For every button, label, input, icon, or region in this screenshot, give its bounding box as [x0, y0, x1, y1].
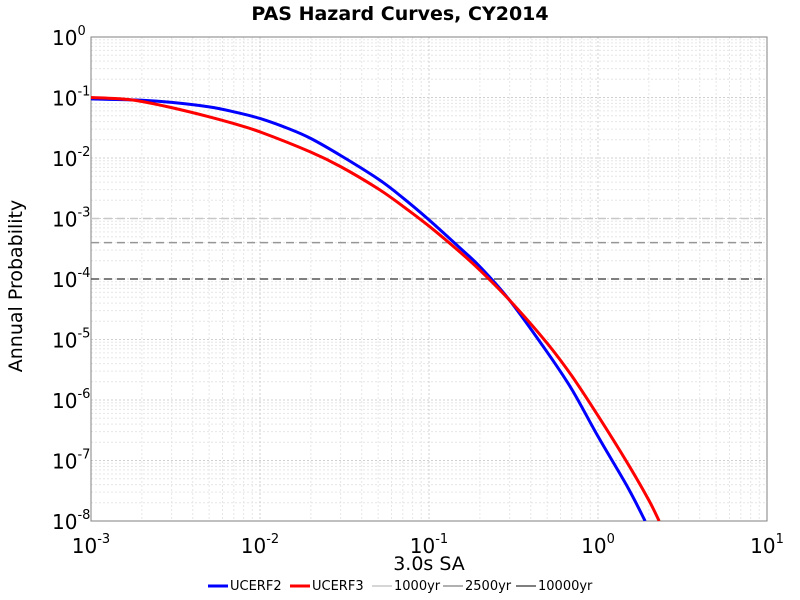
x-tick-label: 101 — [750, 532, 784, 558]
y-tick-label: 10-4 — [52, 266, 90, 292]
y-tick-label: 10-1 — [52, 85, 90, 111]
y-tick-label: 10-3 — [52, 206, 90, 232]
x-axis-label: 3.0s SA — [393, 553, 465, 575]
x-tick-labels: 10-3 10-2 10-1 100 101 — [72, 532, 784, 558]
y-tick-label: 10-7 — [52, 448, 90, 474]
series-lines — [91, 96, 661, 521]
series-line-UCERF3 — [91, 96, 661, 521]
x-tick-label: 100 — [581, 532, 615, 558]
legend-label-UCERF3: UCERF3 — [312, 579, 364, 594]
y-tick-label: 10-6 — [52, 387, 90, 413]
x-tick-label: 10-1 — [410, 532, 448, 558]
legend-label-10000yr: 10000yr — [538, 579, 593, 594]
x-tick-label: 10-3 — [72, 532, 110, 558]
chart-title: PAS Hazard Curves, CY2014 — [251, 3, 548, 25]
legend: UCERF2 UCERF3 1000yr 2500yr 10000yr — [208, 579, 593, 594]
series-line-UCERF2 — [91, 97, 647, 521]
legend-label-UCERF2: UCERF2 — [230, 579, 282, 594]
y-tick-labels: 100 10-1 10-2 10-3 10-4 10-5 10-6 10-7 10-8 — [52, 24, 90, 534]
y-tick-label: 10-5 — [52, 327, 90, 353]
y-tick-label: 10-8 — [52, 508, 90, 534]
legend-label-1000yr: 1000yr — [394, 579, 441, 594]
x-tick-label: 10-2 — [241, 532, 279, 558]
y-tick-label: 100 — [52, 24, 86, 50]
legend-label-2500yr: 2500yr — [465, 579, 512, 594]
y-tick-label: 10-2 — [52, 145, 90, 171]
y-axis-label: Annual Probability — [5, 200, 27, 373]
